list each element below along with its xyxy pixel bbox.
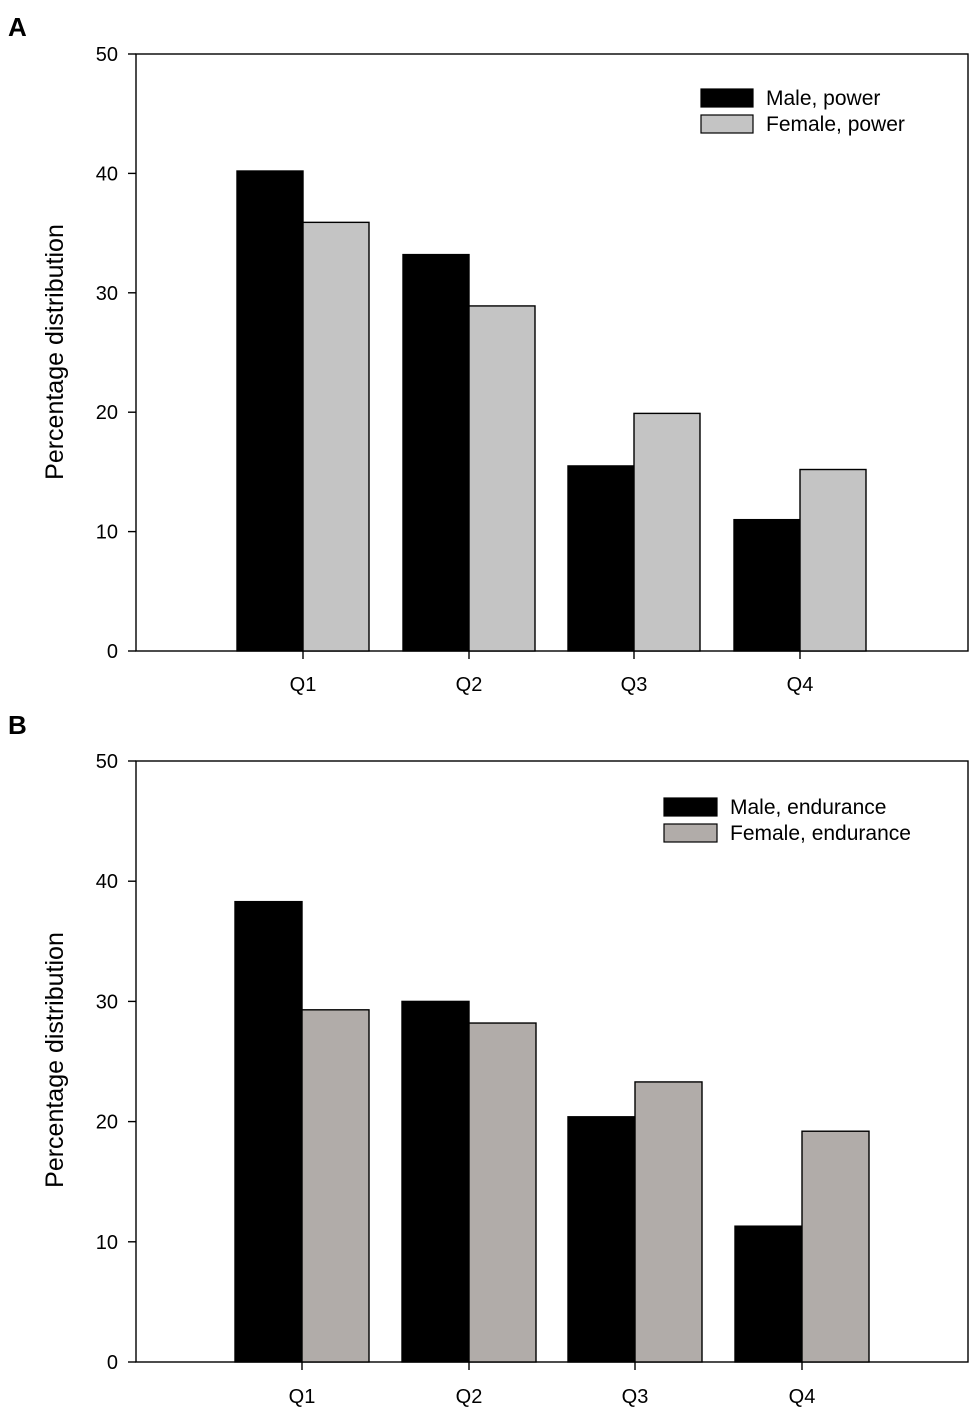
panel-b-bar-male-q1 [234,900,303,1363]
panel-b-xtick-label-q1: Q1 [289,1386,316,1408]
panel-b: B 0 10 20 30 40 50 Percentage distri [8,710,969,1408]
panel-b-legend-label-female: Female, endurance [730,822,911,845]
panel-b-legend-label-male: Male, endurance [730,796,886,819]
panel-a-ytick-label: 10 [96,522,118,544]
panel-b-ytick-label: 50 [96,751,118,773]
panel-a-bar-male-q4 [733,518,801,652]
panel-a-legend-label-female: Female, power [766,113,905,136]
panel-b-ytick-label: 20 [96,1112,118,1134]
panel-a-bar-male-q1 [236,170,304,652]
panel-b-bar-male-q4 [734,1225,803,1363]
panel-a-xtick-label-q1: Q1 [290,674,317,696]
panel-b-bars [234,900,870,1363]
panel-b-legend: Male, endurance Female, endurance [663,796,911,845]
panel-b-ytick-label: 0 [107,1352,118,1374]
panel-a-bar-female-q3 [633,412,701,652]
panel-b-xtick-label-q2: Q2 [456,1386,483,1408]
panel-b-ytick-label: 30 [96,991,118,1013]
panel-a-xtick-label-q4: Q4 [787,674,814,696]
panel-a-ytick-label: 20 [96,402,118,424]
panel-a-ytick-label: 0 [107,641,118,663]
panel-b-y-axis: 0 10 20 30 40 50 Percentage distribution [41,751,136,1374]
panel-a-plot-frame [135,53,969,652]
panel-a-legend-swatch-female [700,114,754,134]
panel-b-xtick-label-q3: Q3 [622,1386,649,1408]
panel-a-xtick-label-q2: Q2 [456,674,483,696]
panel-a-bar-male-q3 [567,465,635,652]
panel-a: A 0 10 20 30 40 50 Percentage distri [8,12,969,696]
panel-b-bar-female-q2 [468,1022,537,1363]
panel-b-bar-female-q3 [634,1081,703,1363]
panel-a-label: A [8,12,27,42]
panel-a-ytick-label: 30 [96,283,118,305]
panel-a-y-axis: 0 10 20 30 40 50 Percentage distribution [41,44,136,663]
panel-b-plot-frame [135,760,969,1363]
panel-b-legend-swatch-male [663,797,718,817]
panel-b-ytick-label: 10 [96,1232,118,1254]
panel-a-bar-female-q1 [302,221,370,652]
panel-b-bar-male-q3 [567,1116,636,1363]
panel-b-label: B [8,710,27,740]
panel-b-legend-swatch-female [663,823,718,843]
panel-a-ytick-label: 40 [96,163,118,185]
panel-a-bar-female-q2 [468,305,536,652]
panel-a-ytick-label: 50 [96,44,118,66]
panel-a-y-axis-title: Percentage distribution [41,224,69,480]
panel-b-ytick-label: 40 [96,871,118,893]
panel-a-x-axis: Q1 Q2 Q3 Q4 [290,651,814,696]
panel-b-bar-female-q1 [301,1009,370,1363]
panel-a-xtick-label-q3: Q3 [621,674,648,696]
panel-a-legend-swatch-male [700,88,754,108]
panel-b-bar-male-q2 [401,1000,470,1363]
panel-a-bars [236,170,867,652]
panel-a-legend-label-male: Male, power [766,87,880,110]
panel-a-legend: Male, power Female, power [700,87,905,136]
panel-a-bar-female-q4 [799,468,867,652]
panel-b-y-axis-title: Percentage distribution [41,932,69,1188]
panel-a-bar-male-q2 [402,253,470,652]
panel-b-bar-female-q4 [801,1130,870,1363]
panel-b-xtick-label-q4: Q4 [789,1386,816,1408]
panel-b-x-axis: Q1 Q2 Q3 Q4 [289,1362,816,1408]
